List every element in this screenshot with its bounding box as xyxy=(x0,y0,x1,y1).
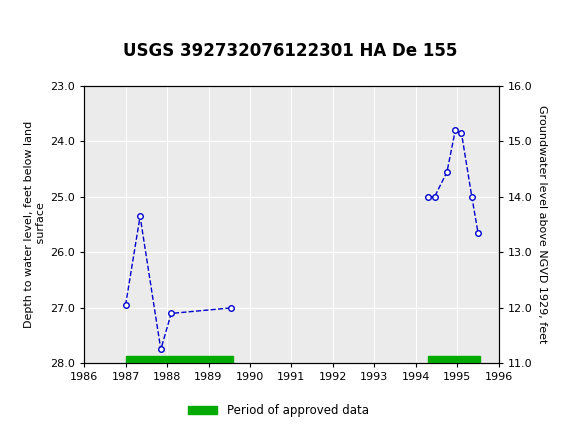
Bar xyxy=(428,356,480,363)
Y-axis label: Depth to water level, feet below land
 surface: Depth to water level, feet below land su… xyxy=(24,121,46,328)
Text: ≈USGS: ≈USGS xyxy=(6,10,71,28)
Text: USGS 392732076122301 HA De 155: USGS 392732076122301 HA De 155 xyxy=(123,42,457,60)
Y-axis label: Groundwater level above NGVD 1929, feet: Groundwater level above NGVD 1929, feet xyxy=(536,105,547,344)
Legend: Period of approved data: Period of approved data xyxy=(183,399,374,422)
Bar xyxy=(126,356,233,363)
